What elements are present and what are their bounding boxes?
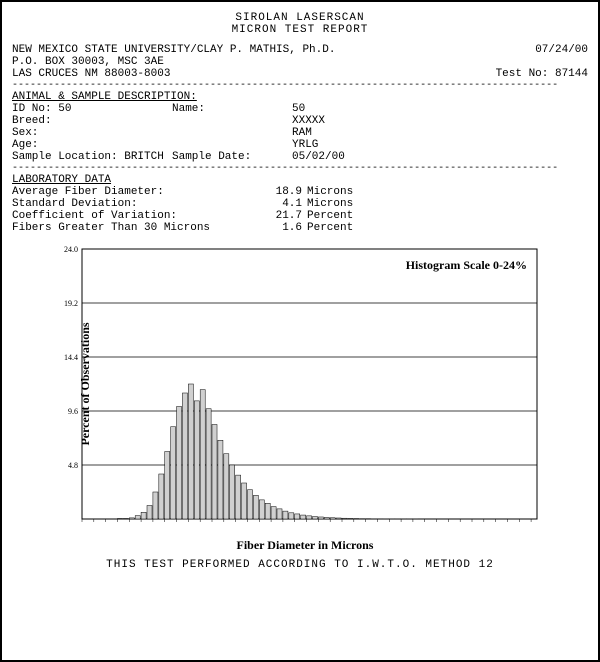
header-block-2: LAS CRUCES NM 88003-8003 Test No: 87144: [12, 68, 588, 80]
chart-xlabel: Fiber Diameter in Microns: [52, 538, 558, 553]
afd-value: 18.9: [242, 186, 302, 198]
sample-loc-value: BRITCH: [124, 151, 164, 163]
sd-label: Standard Deviation:: [12, 198, 242, 210]
lab-section-label: LABORATORY DATA: [12, 174, 588, 186]
f30-unit: Percent: [302, 222, 353, 234]
org-line-2: P.O. BOX 30003, MSC 3AE: [12, 56, 588, 68]
test-no-label: Test No:: [496, 68, 549, 80]
sample-loc-label: Sample Location:: [12, 151, 118, 163]
svg-text:19.2: 19.2: [64, 299, 78, 308]
chart-ylabel: Percent of Observations: [78, 322, 93, 445]
sex-value: RAM: [292, 127, 312, 139]
f30-value: 1.6: [242, 222, 302, 234]
id-no-value: 50: [58, 103, 71, 115]
histogram-chart: Percent of Observations 4.8 9.6 14.4 19.2 24…: [52, 244, 558, 553]
sample-date-label: Sample Date:: [172, 151, 292, 163]
svg-text:24.0: 24.0: [64, 245, 78, 254]
org-line-1: NEW MEXICO STATE UNIVERSITY/CLAY P. MATH…: [12, 44, 335, 56]
lab-sd: Standard Deviation: 4.1 Microns: [12, 198, 588, 210]
test-no: Test No: 87144: [496, 68, 588, 80]
report-date: 07/24/00: [535, 44, 588, 56]
cv-label: Coefficient of Variation:: [12, 210, 242, 222]
breed-value: XXXXX: [292, 115, 325, 127]
lab-afd: Average Fiber Diameter: 18.9 Microns: [12, 186, 588, 198]
breed-label: Breed:: [12, 115, 172, 127]
name-value: 50: [292, 103, 305, 115]
histogram-svg: 4.89.614.419.224.00246801241682022462803…: [52, 244, 542, 524]
sample-date-value: 05/02/00: [292, 151, 345, 163]
age-value: YRLG: [292, 139, 318, 151]
sd-unit: Microns: [302, 198, 353, 210]
svg-text:14.4: 14.4: [64, 353, 78, 362]
age-label: Age:: [12, 139, 172, 151]
row-sex: Sex: RAM: [12, 127, 588, 139]
cv-value: 21.7: [242, 210, 302, 222]
title-line-1: SIROLAN LASERSCAN: [12, 12, 588, 24]
row-age: Age: YRLG: [12, 139, 588, 151]
org-line-3: LAS CRUCES NM 88003-8003: [12, 68, 170, 80]
id-no-label: ID No:: [12, 103, 52, 115]
lab-f30: Fibers Greater Than 30 Microns 1.6 Perce…: [12, 222, 588, 234]
svg-text:Histogram Scale 0-24%: Histogram Scale 0-24%: [406, 258, 527, 272]
row-sample: Sample Location: BRITCH Sample Date: 05/…: [12, 151, 588, 163]
svg-text:9.6: 9.6: [68, 407, 78, 416]
sex-label: Sex:: [12, 127, 172, 139]
name-label: Name:: [172, 103, 292, 115]
svg-text:4.8: 4.8: [68, 461, 78, 470]
lab-cv: Coefficient of Variation: 21.7 Percent: [12, 210, 588, 222]
title-line-2: MICRON TEST REPORT: [12, 24, 588, 36]
divider: ----------------------------------------…: [12, 163, 588, 174]
afd-label: Average Fiber Diameter:: [12, 186, 242, 198]
f30-label: Fibers Greater Than 30 Microns: [12, 222, 242, 234]
report-title: SIROLAN LASERSCAN MICRON TEST REPORT: [12, 12, 588, 36]
divider: ----------------------------------------…: [12, 80, 588, 91]
sd-value: 4.1: [242, 198, 302, 210]
animal-section-label: ANIMAL & SAMPLE DESCRIPTION:: [12, 91, 588, 103]
row-breed: Breed: XXXXX: [12, 115, 588, 127]
afd-unit: Microns: [302, 186, 353, 198]
header-block: NEW MEXICO STATE UNIVERSITY/CLAY P. MATH…: [12, 44, 588, 56]
cv-unit: Percent: [302, 210, 353, 222]
test-no-value: 87144: [555, 68, 588, 80]
footer-text: THIS TEST PERFORMED ACCORDING TO I.W.T.O…: [12, 559, 588, 571]
row-id-name: ID No: 50 Name: 50: [12, 103, 588, 115]
